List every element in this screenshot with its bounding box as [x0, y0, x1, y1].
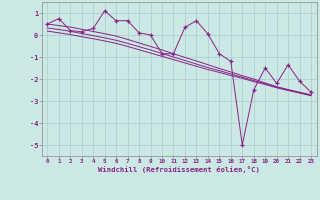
X-axis label: Windchill (Refroidissement éolien,°C): Windchill (Refroidissement éolien,°C): [98, 166, 260, 173]
